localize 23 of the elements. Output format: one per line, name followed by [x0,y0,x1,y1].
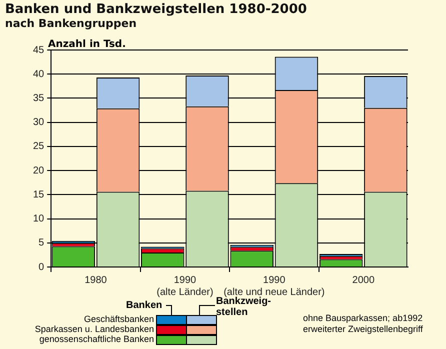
y-axis-title: Anzahl in Tsd. [48,39,126,50]
x-tick-label: 1990 (alte und neue Länder) [224,274,325,298]
x-tick-label: 2000 [352,274,375,286]
text: Banken [126,300,162,311]
text: ohne Bausparkassen; ab1992 erweiterter Zweigstellenbegriff [303,313,424,334]
chart-title: Banken und Bankzweigstellen 1980-2000 [5,2,307,17]
text: Bankzweig-stellen [216,296,272,318]
legend-label: genossenschaftliche Banken [39,334,154,344]
x-tick-label: 1990 (alte Länder) [156,274,214,298]
y-tick-label: 25 [33,141,45,152]
y-tick-label: 0 [38,262,45,273]
y-tick-label: 20 [33,165,45,176]
y-tick-label: 5 [38,238,45,249]
x-tick-label: 1980 [84,274,108,286]
legend-label: Sparkassen u. Landesbanken [34,324,154,334]
y-tick-label: 15 [33,189,45,200]
chart-subtitle: nach Bankengruppen [5,17,137,30]
y-tick-label: 45 [33,44,45,56]
y-tick-label: 35 [33,92,45,104]
legend-label: Geschäftsbanken [84,314,154,324]
y-tick-label: 10 [33,214,45,225]
y-tick-label: 30 [33,117,45,128]
y-tick-label: 40 [33,68,45,80]
